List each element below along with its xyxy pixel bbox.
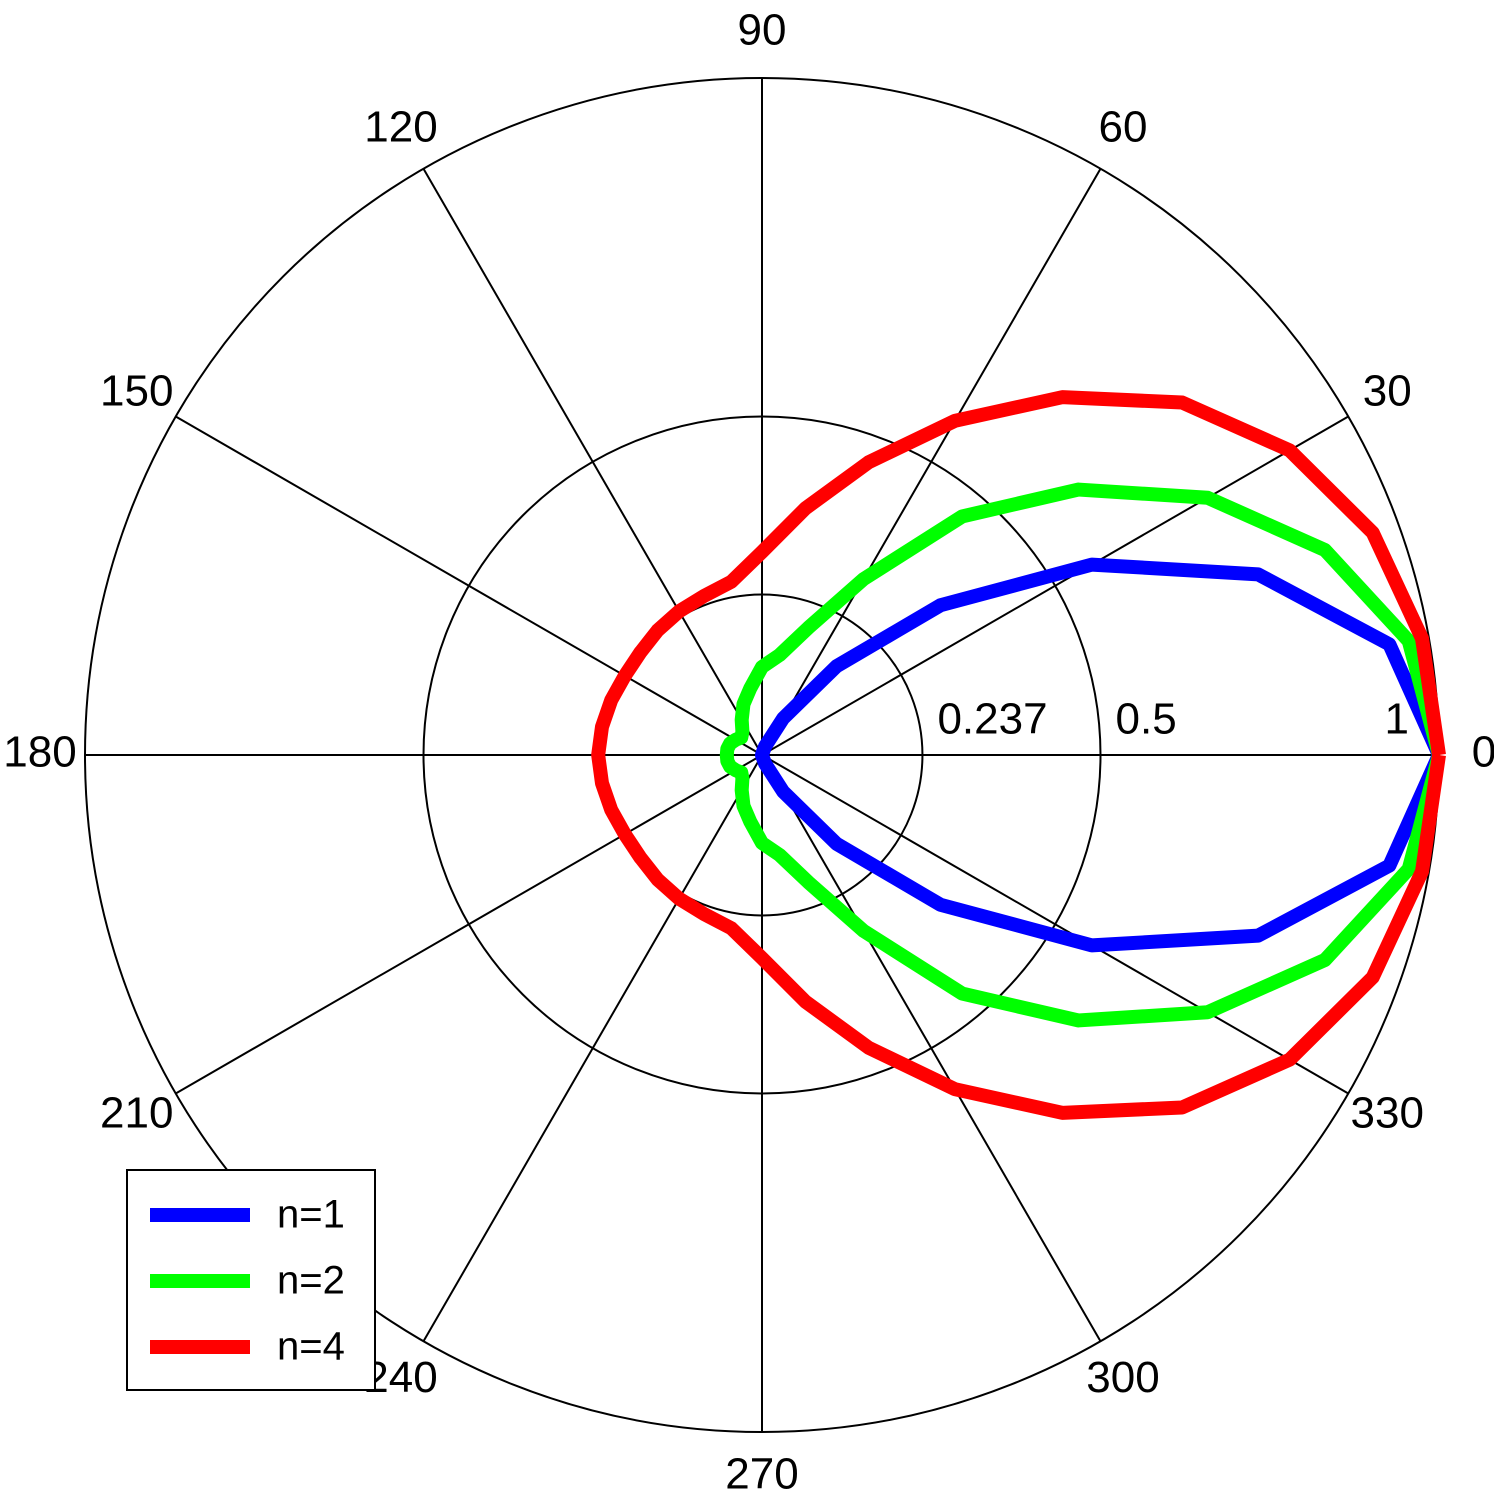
grid-circle: [422, 415, 1102, 1095]
series-line: [591, 390, 1446, 1120]
theta-tick-label: 0: [1472, 728, 1494, 777]
legend-label: n=2: [277, 1259, 345, 1303]
theta-tick-label: 300: [1086, 1353, 1159, 1402]
theta-tick-label: 120: [364, 102, 437, 151]
theta-tick-label: 150: [100, 367, 173, 416]
r-tick-label: 0.237: [937, 695, 1047, 744]
theta-tick-label: 330: [1351, 1089, 1424, 1138]
theta-tick-label: 240: [364, 1353, 437, 1402]
theta-tick-label: 270: [725, 1450, 798, 1499]
theta-tick-label: 210: [100, 1089, 173, 1138]
series-line: [755, 557, 1446, 953]
r-tick-label: 0.5: [1116, 695, 1177, 744]
legend-label: n=4: [277, 1325, 345, 1369]
r-tick-label: 1: [1385, 695, 1409, 744]
theta-tick-label: 60: [1099, 102, 1148, 151]
legend: n=1 n=2 n=4: [126, 1169, 376, 1391]
series-line: [719, 482, 1446, 1028]
legend-label: n=1: [277, 1193, 345, 1237]
theta-tick-label: 30: [1363, 367, 1412, 416]
theta-tick-label: 180: [3, 728, 76, 777]
theta-tick-label: 90: [738, 6, 787, 55]
